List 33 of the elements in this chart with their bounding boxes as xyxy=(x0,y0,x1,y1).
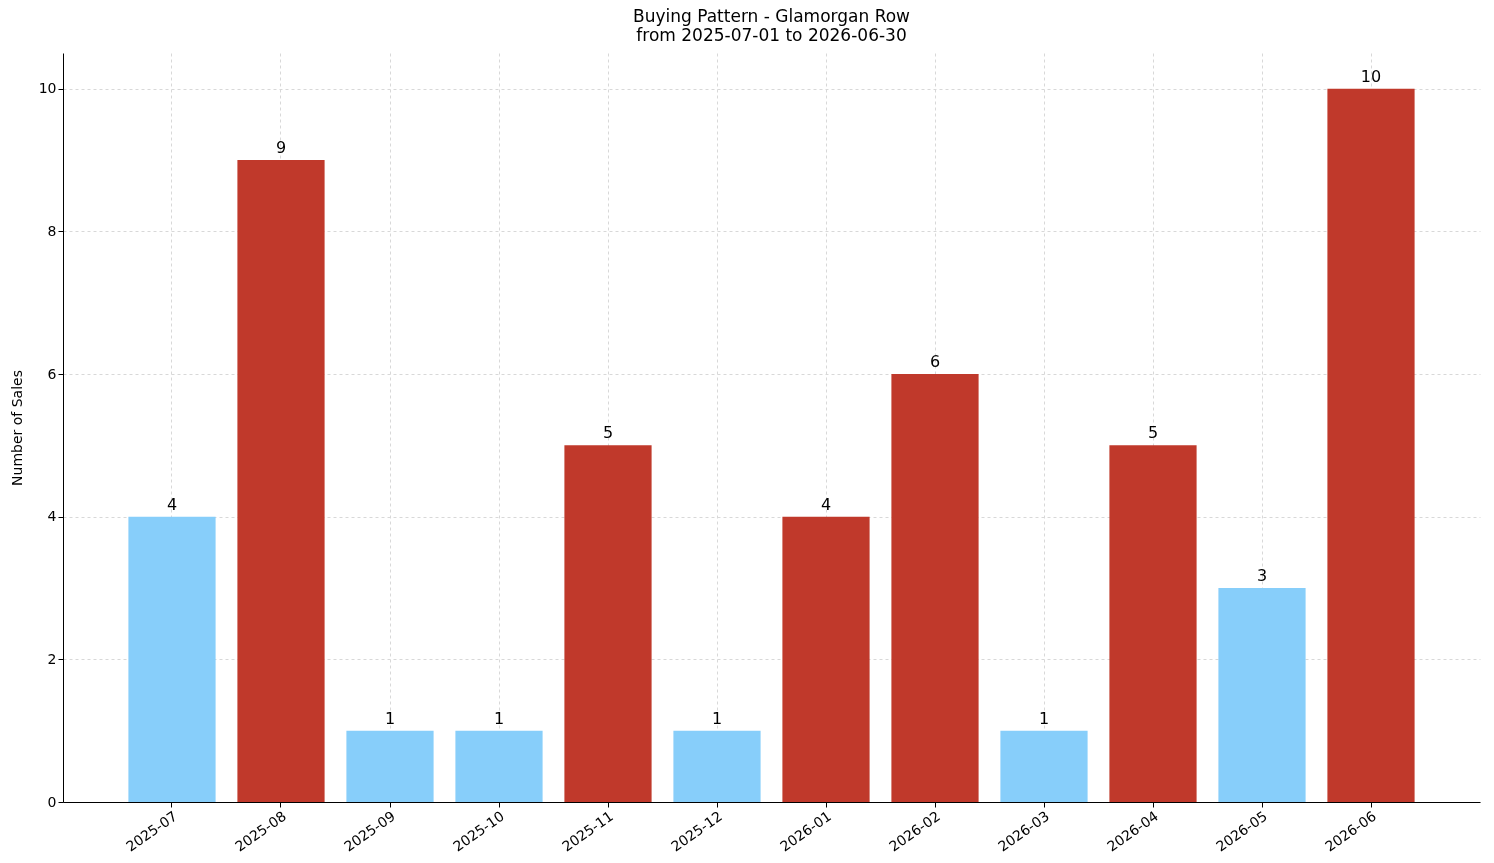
y-axis-title: Number of Sales xyxy=(8,370,25,486)
bar xyxy=(1218,588,1306,802)
bar xyxy=(237,160,325,802)
bar xyxy=(673,730,761,802)
bar xyxy=(891,374,979,802)
y-tick-label: 8 xyxy=(47,222,57,239)
data-label: 3 xyxy=(1256,566,1268,585)
data-label: 5 xyxy=(602,423,614,443)
y-tick-label: 4 xyxy=(47,508,57,525)
bar xyxy=(128,516,216,802)
chart-title: Buying Pattern - Glamorgan Row xyxy=(633,6,911,26)
bar xyxy=(564,445,652,802)
data-label: 5 xyxy=(1147,423,1159,443)
bar xyxy=(455,730,543,802)
data-label: 6 xyxy=(929,352,941,371)
bar xyxy=(1000,730,1088,802)
y-tick-label: 6 xyxy=(47,365,57,382)
data-label: 1 xyxy=(1038,708,1050,728)
data-label: 9 xyxy=(275,138,287,157)
chart-subtitle: from 2025-07-01 to 2026-06-30 xyxy=(636,25,907,45)
data-label: 1 xyxy=(711,708,723,728)
data-label: 1 xyxy=(384,708,396,728)
data-label: 4 xyxy=(166,494,178,514)
data-label: 10 xyxy=(1360,66,1382,86)
y-tick-label: 10 xyxy=(38,80,57,97)
y-tick-label: 2 xyxy=(47,650,57,667)
bar xyxy=(782,516,870,802)
bar xyxy=(346,730,434,802)
y-tick-label: 0 xyxy=(47,793,57,810)
data-label: 4 xyxy=(820,494,832,514)
data-label: 1 xyxy=(493,708,505,728)
bar xyxy=(1109,445,1197,802)
bar xyxy=(1327,88,1415,802)
